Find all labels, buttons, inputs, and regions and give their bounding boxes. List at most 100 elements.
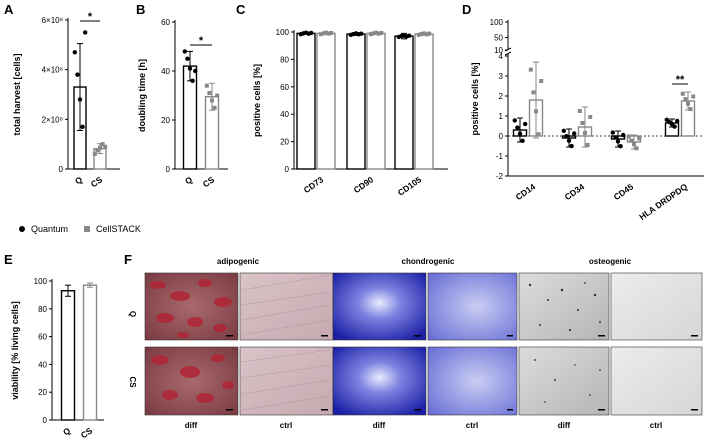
chart-c-cd73-q-bar	[296, 32, 316, 170]
legend-quantum-label: Quantum	[31, 224, 68, 234]
chart-a-y-tick-label: 6×10⁸	[42, 16, 63, 25]
panel-letter-f: F	[124, 252, 132, 267]
panel-letter-b: B	[136, 2, 145, 17]
chart-a-cs-point	[92, 152, 97, 157]
chart-e-viability: 0 20 40 60 80 100 viability [% living cells] Q C…	[10, 277, 104, 440]
chart-a-cs-point	[100, 142, 105, 147]
chart-c-cd73-cs-point	[321, 31, 326, 36]
chart-b-y-tick-label: 40	[161, 67, 170, 76]
chart-d-y-tick-label: 10	[494, 46, 503, 55]
chart-d-y-tick-label: 0	[499, 132, 504, 141]
chart-d-cd34-cs-point	[577, 109, 582, 113]
chart-b-cs-point	[207, 91, 212, 96]
chart-e-y-tick-label: 20	[38, 388, 47, 397]
chart-a-cs-point	[95, 148, 100, 153]
chart-d-x-tick-label: HLA DRDPDQ	[637, 181, 689, 222]
chart-d-y-axis-label: positive cells [%]	[470, 62, 480, 135]
chart-a-x-tick-label: Q	[73, 174, 84, 186]
chart-c-cd105-cs-point	[422, 31, 426, 36]
chart-c-positive-markers: 0 20 40 60 80 100 positive cells [%] CD73 CD90 CD…	[252, 28, 448, 198]
chart-b-doubling-time: 0 20 40 60 doubling time [h] Q CS *	[137, 18, 228, 189]
chart-b-q-point	[187, 66, 193, 71]
chart-d-cd14-q-point	[523, 121, 528, 127]
chart-c-x-tick-label: CD73	[302, 174, 326, 195]
chart-a-q-point	[83, 30, 88, 35]
chart-c-cd90-q-point	[359, 31, 364, 36]
chart-c-y-tick-label: 100	[276, 28, 290, 37]
chart-a-cs-point	[98, 145, 102, 150]
chart-d-hla-drdpdq-cs-point	[691, 94, 696, 99]
chart-c-cd105-cs-point	[427, 31, 432, 36]
chart-c-y-tick-label: 80	[280, 55, 289, 64]
chart-d-cd14-q-point	[512, 118, 517, 123]
chart-d-hla-drdpdq-q-point	[672, 124, 677, 129]
chart-d-cd45-q-point	[615, 139, 621, 144]
chart-c-cd90-cs-bar	[366, 32, 386, 170]
group-header-adipogenic: adipogenic	[217, 257, 260, 266]
chart-b-q-point	[185, 56, 190, 61]
chart-d-hla-drdpdq-cs-point	[688, 107, 693, 112]
chart-c-y-tick-label: 0	[285, 165, 290, 174]
chart-b-significance-label: *	[199, 35, 204, 47]
chart-d-y-tick-label: 4	[499, 52, 504, 61]
micrograph-cs-osteo-diff	[518, 346, 610, 416]
column-label-adipo-ctrl: ctrl	[280, 421, 292, 430]
chart-d-cd14-cs-point	[531, 90, 536, 95]
chart-d-y-tick-label: -1	[496, 152, 504, 161]
chart-c-cd73-cs-point	[318, 32, 323, 37]
chart-c-cd105-cs-point	[419, 32, 424, 37]
chart-b-cs-point	[215, 93, 220, 98]
chart-a-y-tick-label: 0	[59, 165, 64, 174]
chart-e-y-tick-label: 60	[38, 333, 47, 342]
chart-b-y-tick-label: 0	[166, 165, 171, 174]
chart-c-cd105-cs-point	[424, 32, 429, 37]
column-label-chondro-ctrl: ctrl	[466, 421, 478, 430]
micrograph-cs-adipo-diff	[144, 346, 239, 416]
column-label-osteo-ctrl: ctrl	[650, 421, 662, 430]
chart-b-cs-point	[204, 83, 209, 88]
chart-e-y-tick-label: 80	[38, 305, 47, 314]
micrograph-cs-adipo-ctrl	[239, 346, 334, 416]
micrograph-q-adipo-diff	[144, 272, 239, 341]
chart-c-cd90-cs-point	[376, 31, 381, 36]
chart-d-cd34-cs-point	[585, 143, 590, 147]
chart-d-cd45-cs-point	[626, 134, 631, 139]
chart-d-y-tick-label: 1	[499, 112, 504, 121]
legend-cellstack-label: CellSTACK	[96, 224, 141, 234]
row-label-q: Q	[128, 311, 137, 317]
chart-a-y-tick-label: 4×10⁸	[42, 66, 63, 75]
chart-c-y-tick-label: 60	[280, 83, 289, 92]
micrograph-cs-chondro-ctrl	[427, 346, 518, 416]
chart-b-cs-point	[212, 105, 217, 110]
chart-c-cd73-q-point	[309, 30, 314, 36]
panel-f-micrographs: adipogenic chondrogenic osteogenic Q CS	[128, 257, 703, 430]
panel-letter-d: D	[462, 2, 471, 17]
column-label-adipo-diff: diff	[185, 421, 198, 430]
chart-d-cd14-cs-point	[539, 79, 544, 83]
chart-d-cd34-q-point	[572, 131, 577, 136]
chart-d-hla-drdpdq-cs-point	[683, 97, 688, 102]
micrograph-cs-osteo-ctrl	[610, 346, 703, 416]
legend-cellstack-marker	[84, 226, 90, 232]
chart-a-x-tick-label: CS	[89, 174, 105, 189]
micrograph-cs-chondro-diff	[332, 346, 427, 416]
chart-d-y-tick-label: 3	[499, 72, 504, 81]
chart-d-cd34-q-point	[569, 143, 574, 149]
chart-d-cd14-q-point	[515, 125, 520, 130]
chart-d-y-tick-label: 2	[499, 92, 504, 101]
chart-d-cd45-cs-point	[634, 146, 639, 151]
chart-a-q-point	[72, 50, 78, 55]
chart-a-q-point	[80, 124, 85, 129]
chart-c-cd105-q-point	[407, 33, 412, 38]
chart-e-y-axis-label: viability [% living cells]	[10, 301, 20, 400]
micrograph-q-chondro-diff	[332, 272, 427, 341]
panel-letter-e: E	[4, 252, 13, 267]
chart-c-cd73-cs-bar	[316, 32, 336, 170]
chart-d-cd34-q-point	[564, 134, 569, 139]
chart-a-y-tick-label: 2×10⁸	[42, 115, 63, 124]
chart-c-cd90-q-bar	[346, 33, 366, 170]
chart-a-q-point	[75, 72, 80, 77]
chart-d-hla-drdpdq-q-point	[675, 118, 680, 124]
chart-d-x-tick-label: CD14	[514, 181, 538, 202]
